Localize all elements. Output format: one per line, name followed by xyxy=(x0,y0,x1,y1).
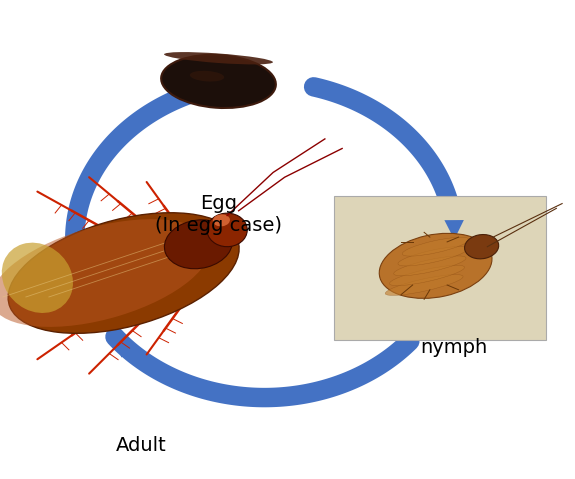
Text: nymph: nymph xyxy=(421,338,488,357)
Ellipse shape xyxy=(385,274,463,296)
Ellipse shape xyxy=(213,214,230,227)
Ellipse shape xyxy=(161,55,276,108)
Text: Adult: Adult xyxy=(116,436,166,455)
FancyBboxPatch shape xyxy=(334,196,546,340)
Text: Egg
(In egg case): Egg (In egg case) xyxy=(155,194,282,235)
Ellipse shape xyxy=(190,71,224,81)
Ellipse shape xyxy=(394,256,466,276)
Ellipse shape xyxy=(398,247,467,266)
Ellipse shape xyxy=(207,213,247,247)
Ellipse shape xyxy=(0,219,210,327)
Ellipse shape xyxy=(2,243,73,313)
Ellipse shape xyxy=(402,237,469,256)
Ellipse shape xyxy=(8,213,239,333)
Ellipse shape xyxy=(465,235,499,259)
Ellipse shape xyxy=(164,220,232,269)
Ellipse shape xyxy=(380,233,492,298)
Ellipse shape xyxy=(164,52,273,64)
Ellipse shape xyxy=(389,265,465,285)
